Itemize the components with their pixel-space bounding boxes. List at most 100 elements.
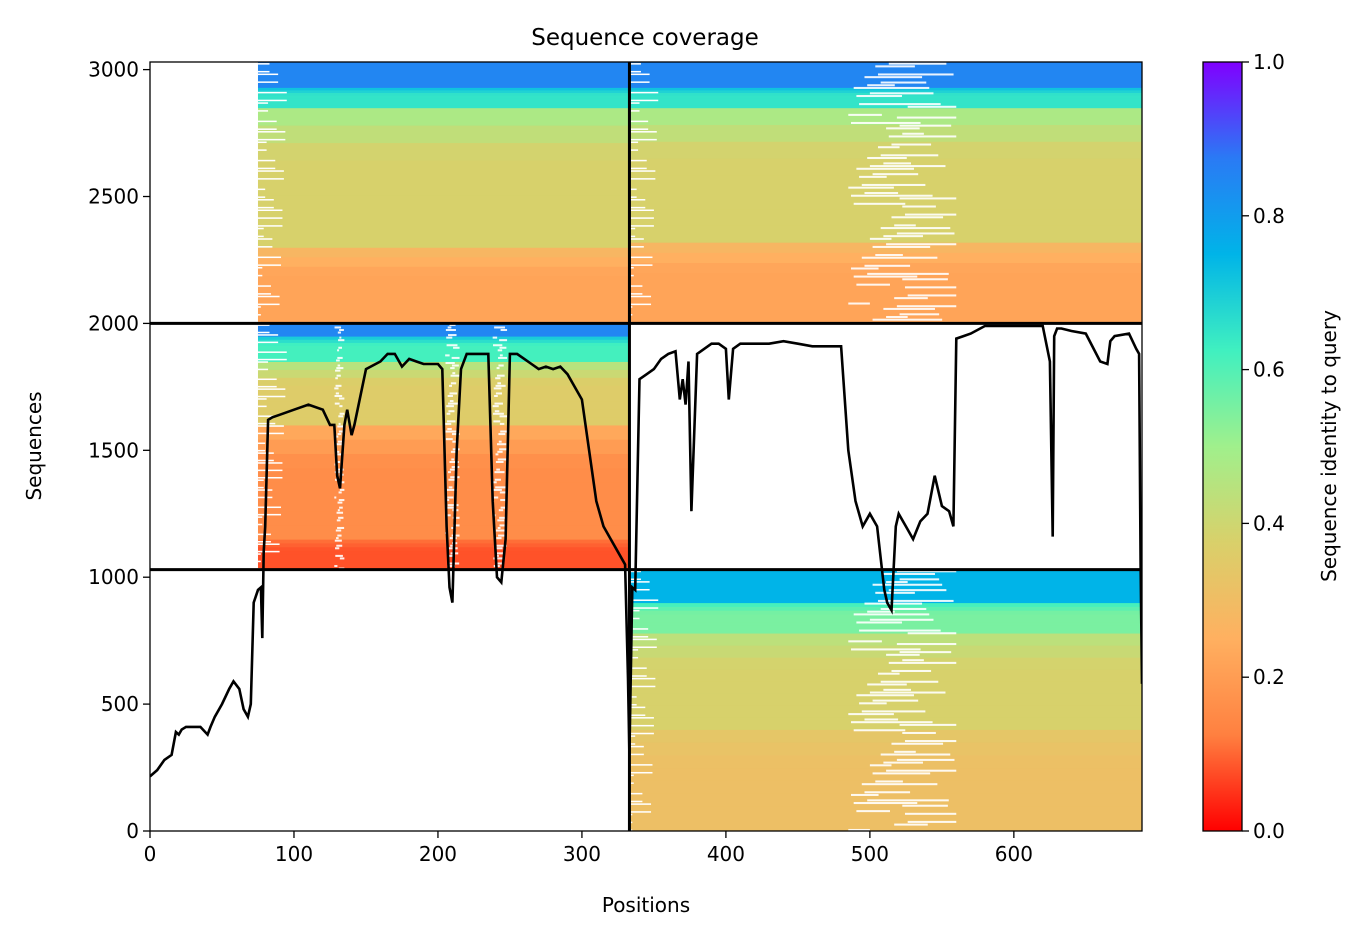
gap-streak	[452, 440, 457, 443]
gap-streak	[446, 344, 458, 347]
gap-streak	[448, 410, 455, 413]
alignment-gap	[257, 523, 263, 526]
identity-band	[257, 482, 630, 497]
x-tick-label: 500	[851, 842, 889, 866]
alignment-gap	[629, 732, 654, 735]
identity-band	[257, 348, 630, 353]
gap-streak	[896, 758, 955, 761]
alignment-gap	[257, 358, 287, 361]
alignment-gap	[629, 217, 654, 219]
gap-streak	[449, 384, 452, 387]
identity-band	[257, 107, 630, 126]
alignment-gap	[629, 743, 636, 745]
gap-streak	[856, 810, 890, 813]
identity-band	[629, 602, 1142, 607]
gap-streak	[904, 213, 957, 216]
identity-band	[629, 818, 1142, 831]
alignment-gap	[629, 110, 640, 112]
gap-streak	[445, 438, 453, 441]
gap-streak	[448, 471, 451, 474]
identity-band	[629, 124, 1142, 142]
gap-streak	[334, 539, 342, 542]
alignment-gap	[629, 811, 652, 813]
alignment-gap	[629, 656, 639, 659]
gap-streak	[446, 420, 456, 423]
alignment-gap	[629, 646, 657, 649]
identity-band	[629, 272, 1142, 284]
alignment-gap	[629, 99, 659, 102]
gap-streak	[859, 702, 887, 705]
gap-streak	[337, 534, 342, 537]
gap-region	[492, 326, 508, 568]
identity-band	[257, 565, 630, 571]
gap-streak	[336, 519, 341, 522]
alignment-gap	[257, 476, 283, 479]
gap-streak	[499, 491, 506, 494]
identity-band	[629, 292, 1142, 304]
gap-streak	[880, 680, 939, 683]
coverage-line	[150, 324, 1142, 778]
alignment-gap	[629, 199, 646, 201]
gap-streak	[452, 372, 456, 375]
identity-band	[257, 496, 630, 512]
gap-streak	[907, 820, 957, 823]
gap-streak	[335, 554, 343, 557]
gap-streak	[447, 326, 452, 329]
gap-streak	[495, 453, 499, 456]
alignment-gap	[257, 170, 284, 172]
gap-streak	[848, 113, 882, 116]
alignment-gap	[257, 209, 283, 212]
gap-streak	[499, 448, 507, 451]
alignment-gap	[629, 745, 644, 748]
identity-band	[629, 805, 1142, 819]
alignment-gap	[257, 432, 284, 435]
gap-streak	[337, 356, 343, 359]
gap-streak	[907, 294, 957, 297]
gap-streak	[861, 256, 938, 259]
gap-streak	[883, 572, 935, 575]
gap-streak	[334, 394, 343, 398]
identity-band	[257, 539, 630, 544]
gap-streak	[861, 783, 938, 786]
identity-band	[629, 89, 1142, 93]
gap-region	[848, 62, 957, 321]
gap-streak	[853, 613, 930, 616]
identity-band	[257, 355, 630, 359]
alignment-gap	[257, 368, 269, 371]
gap-streak	[853, 86, 930, 89]
gap-streak	[334, 326, 342, 329]
alignment-gap	[257, 295, 280, 298]
gap-streak	[493, 488, 502, 491]
gap-streak	[448, 486, 453, 489]
gap-streak	[453, 346, 460, 349]
gap-streak	[904, 286, 957, 289]
msa-block	[257, 62, 630, 324]
alignment-gap	[257, 479, 264, 481]
gap-streak	[450, 382, 457, 385]
alignment-gap	[257, 63, 270, 65]
gap-streak	[449, 392, 458, 395]
alignment-gap	[629, 128, 649, 130]
gap-streak	[445, 422, 452, 425]
gap-streak	[494, 326, 505, 329]
gap-streak	[453, 524, 460, 527]
chart-title: Sequence coverage	[531, 25, 759, 51]
gap-streak	[853, 275, 918, 278]
identity-band	[629, 669, 1142, 682]
identity-band	[257, 510, 630, 526]
gap-streak	[899, 197, 957, 200]
gap-streak	[886, 243, 957, 246]
gap-streak	[877, 73, 954, 76]
colorbar-tick-label: 0.2	[1253, 665, 1285, 689]
gap-streak	[498, 440, 502, 443]
gap-streak	[886, 769, 957, 772]
gap-streak	[335, 377, 338, 380]
gap-streak	[495, 460, 504, 463]
gap-streak	[495, 392, 502, 395]
x-tick-label: 300	[563, 842, 601, 866]
gap-streak	[875, 254, 903, 257]
identity-band	[629, 105, 1142, 109]
gap-streak	[500, 506, 508, 509]
alignment-gap	[257, 449, 266, 452]
gap-streak	[850, 194, 933, 197]
